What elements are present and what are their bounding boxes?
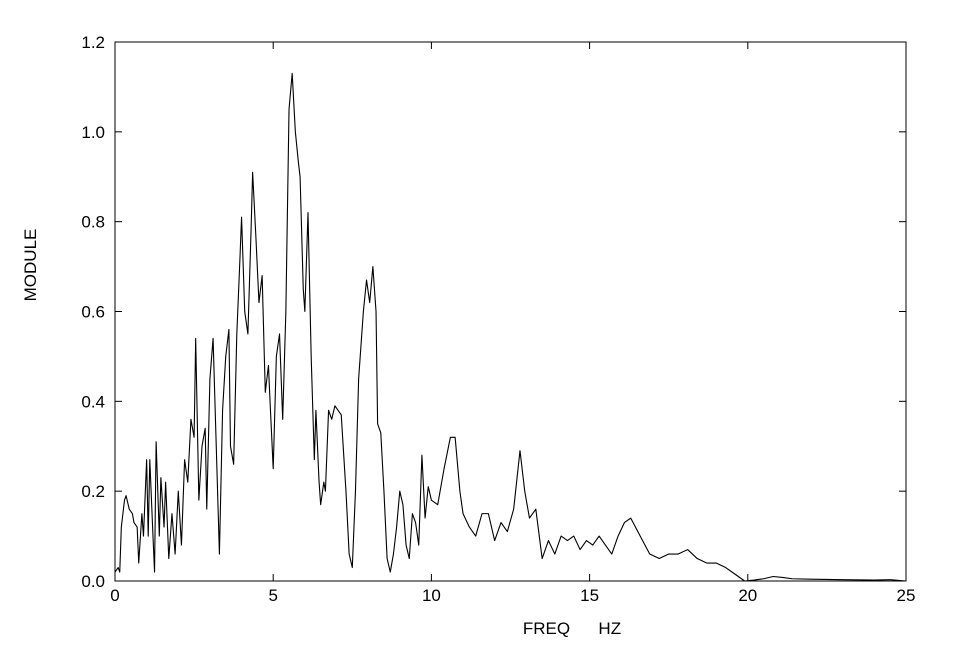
x-tick-label: 10 (422, 586, 441, 605)
y-tick-label: 0.2 (81, 482, 105, 501)
plot-frame (114, 41, 907, 582)
x-tick-label: 25 (897, 586, 916, 605)
x-tick-label: 5 (268, 586, 277, 605)
y-tick-label: 1.0 (81, 123, 105, 142)
y-axis-label: MODULE (21, 229, 40, 302)
y-tick-label: 0.0 (81, 572, 105, 591)
y-tick-label: 0.6 (81, 303, 105, 322)
y-tick-label: 0.8 (81, 213, 105, 232)
x-tick-label: 20 (738, 586, 757, 605)
x-axis-label: FREQ HZ (523, 619, 621, 638)
y-tick-label: 0.4 (81, 392, 105, 411)
spectrum-line (114, 72, 907, 582)
y-tick-label: 1.2 (81, 33, 105, 52)
x-tick-label: 0 (110, 586, 119, 605)
x-tick-label: 15 (580, 586, 599, 605)
